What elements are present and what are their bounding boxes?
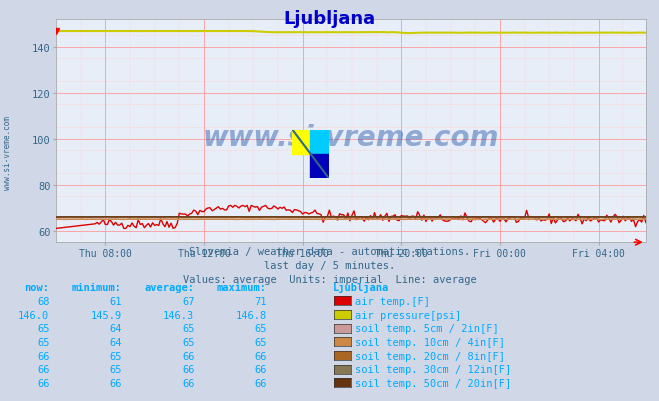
Text: last day / 5 minutes.: last day / 5 minutes. [264, 261, 395, 271]
Text: 65: 65 [182, 337, 194, 347]
Text: 146.8: 146.8 [236, 310, 267, 320]
Text: 66: 66 [182, 351, 194, 361]
Text: 67: 67 [182, 296, 194, 306]
Text: 66: 66 [182, 365, 194, 375]
Text: air pressure[psi]: air pressure[psi] [355, 310, 461, 320]
Text: soil temp. 10cm / 4in[F]: soil temp. 10cm / 4in[F] [355, 337, 505, 347]
Text: 66: 66 [37, 365, 49, 375]
Text: 146.0: 146.0 [18, 310, 49, 320]
Text: 64: 64 [109, 324, 122, 334]
Text: 66: 66 [37, 378, 49, 388]
Text: 146.3: 146.3 [163, 310, 194, 320]
Text: 66: 66 [109, 378, 122, 388]
Text: www.si-vreme.com: www.si-vreme.com [203, 124, 499, 152]
Text: 66: 66 [254, 378, 267, 388]
Text: 65: 65 [254, 337, 267, 347]
Text: 65: 65 [182, 324, 194, 334]
Bar [310, 130, 329, 154]
Bar [310, 154, 329, 178]
Text: 64: 64 [109, 337, 122, 347]
Text: 65: 65 [37, 324, 49, 334]
Text: soil temp. 50cm / 20in[F]: soil temp. 50cm / 20in[F] [355, 378, 511, 388]
Text: now:: now: [24, 283, 49, 293]
Text: Slovenia / weather data - automatic stations.: Slovenia / weather data - automatic stat… [189, 247, 470, 257]
Text: 65: 65 [109, 351, 122, 361]
Text: soil temp. 20cm / 8in[F]: soil temp. 20cm / 8in[F] [355, 351, 505, 361]
Text: Ljubljana: Ljubljana [333, 282, 389, 293]
Text: 65: 65 [109, 365, 122, 375]
Text: 66: 66 [254, 365, 267, 375]
Text: 65: 65 [37, 337, 49, 347]
Text: air temp.[F]: air temp.[F] [355, 296, 430, 306]
Text: maximum:: maximum: [217, 283, 267, 293]
Text: 66: 66 [182, 378, 194, 388]
Text: soil temp. 5cm / 2in[F]: soil temp. 5cm / 2in[F] [355, 324, 498, 334]
Bar [293, 130, 310, 154]
Text: Ljubljana: Ljubljana [283, 10, 376, 28]
Text: Values: average  Units: imperial  Line: average: Values: average Units: imperial Line: av… [183, 275, 476, 285]
Text: www.si-vreme.com: www.si-vreme.com [3, 115, 13, 189]
Text: 68: 68 [37, 296, 49, 306]
Text: 66: 66 [37, 351, 49, 361]
Text: 61: 61 [109, 296, 122, 306]
Text: minimum:: minimum: [72, 283, 122, 293]
Text: average:: average: [144, 283, 194, 293]
Text: 66: 66 [254, 351, 267, 361]
Text: 71: 71 [254, 296, 267, 306]
Text: soil temp. 30cm / 12in[F]: soil temp. 30cm / 12in[F] [355, 365, 511, 375]
Text: 145.9: 145.9 [91, 310, 122, 320]
Text: 65: 65 [254, 324, 267, 334]
